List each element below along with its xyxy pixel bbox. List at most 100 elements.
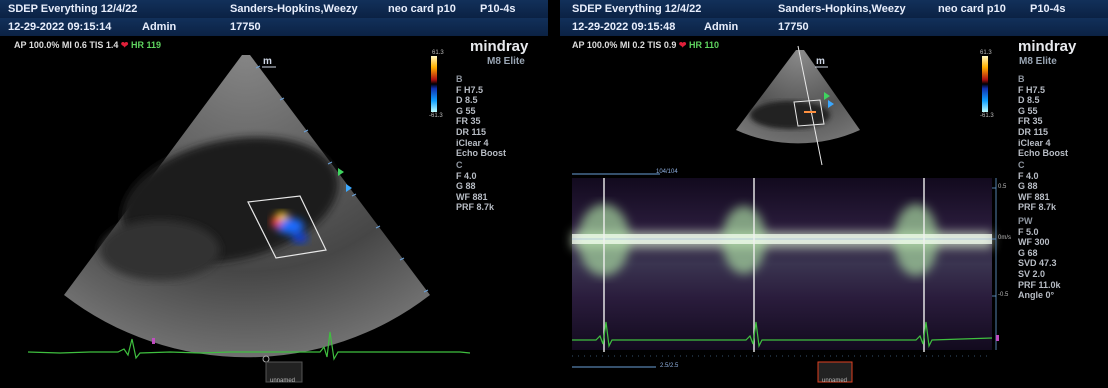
b-param: F H7.5 xyxy=(456,84,484,95)
velocity-colorbar xyxy=(431,56,437,112)
left-probe-label: unnamed xyxy=(270,378,296,384)
patient-name: Sanders-Hopkins,Weezy xyxy=(778,3,906,15)
right-image-panel: SDEP Everything 12/4/22 Sanders-Hopkins,… xyxy=(560,0,1108,388)
orientation-marker-icon: m xyxy=(263,56,272,67)
pw-param: WF 300 xyxy=(1018,237,1050,248)
header-bar-top: SDEP Everything 12/4/22 Sanders-Hopkins,… xyxy=(0,0,548,18)
pw-param: PRF 11.0k xyxy=(1018,279,1061,290)
r-wave-marker xyxy=(996,335,999,341)
c-param: F 4.0 xyxy=(456,170,477,181)
patient-id: 17750 xyxy=(230,21,261,33)
r-wave-marker xyxy=(152,338,155,344)
velocity-scale-zero: 0m/s xyxy=(998,235,1012,241)
c-param: PRF 8.7k xyxy=(456,202,495,213)
acoustic-output-line: AP 100.0% MI 0.2 TIS 0.9 ❤ HR 110 xyxy=(572,40,719,51)
b-param: Echo Boost xyxy=(1018,148,1069,159)
focus-marker-icon xyxy=(824,92,830,100)
pw-mode-params: PW F 5.0 WF 300 G 68 SVD 47.3 SV 2.0 PRF… xyxy=(1018,216,1061,301)
b-param: D 8.5 xyxy=(1018,95,1040,106)
preset-name: neo card p10 xyxy=(938,3,1006,15)
b-mode-params: B F H7.5 D 8.5 G 55 FR 35 DR 115 iClear … xyxy=(1018,74,1068,159)
colorbar-bottom-value: -61.3 xyxy=(980,113,994,119)
colorbar-top-value: 61.3 xyxy=(980,50,992,56)
operator-name: Admin xyxy=(142,21,177,33)
pw-param: Angle 0° xyxy=(1018,290,1055,301)
pw-mode-heading: PW xyxy=(1018,216,1033,226)
velocity-scale-top: 0.5 xyxy=(998,184,1007,190)
b-param: FR 35 xyxy=(1018,116,1043,127)
b-param: iClear 4 xyxy=(456,137,489,148)
pw-param: G 68 xyxy=(1018,247,1038,258)
patient-id: 17750 xyxy=(778,21,809,33)
sweep-top-label: 104/104 xyxy=(656,169,678,175)
orientation-marker-icon: m xyxy=(816,56,825,67)
b-mode-heading: B xyxy=(456,74,463,84)
bottom-cursor-icon xyxy=(262,355,270,363)
b-param: G 55 xyxy=(456,105,476,116)
acoustic-output-line: AP 100.0% MI 0.6 TIS 1.4 ❤ HR 119 xyxy=(14,40,161,51)
sweep-bottom-label: 2.5/2.5 xyxy=(660,363,679,369)
c-param: WF 881 xyxy=(456,191,488,202)
patient-name: Sanders-Hopkins,Weezy xyxy=(230,3,358,15)
heart-rate: HR 119 xyxy=(130,40,161,50)
brand-logo: mindray xyxy=(470,38,529,55)
b-param: FR 35 xyxy=(456,116,481,127)
operator-name: Admin xyxy=(704,21,739,33)
b-param: Echo Boost xyxy=(456,148,507,159)
doppler-cursor-line xyxy=(797,45,823,166)
right-probe-thumbnail xyxy=(817,361,853,383)
b-mode-heading: B xyxy=(1018,74,1025,84)
exam-datetime: 12-29-2022 09:15:48 xyxy=(572,21,676,33)
color-focus-marker-icon xyxy=(828,100,834,108)
colorbar-bottom-value: -61.3 xyxy=(429,113,443,119)
pw-param: SV 2.0 xyxy=(1018,268,1046,279)
color-mode-heading: C xyxy=(1018,160,1025,170)
heart-icon: ❤ xyxy=(120,40,129,50)
right-2d-sector xyxy=(736,50,860,144)
b-param: iClear 4 xyxy=(1018,137,1051,148)
c-param: G 88 xyxy=(1018,181,1038,192)
color-flow-jet xyxy=(271,212,308,243)
velocity-colorbar xyxy=(982,56,988,112)
header-bar-top: SDEP Everything 12/4/22 Sanders-Hopkins,… xyxy=(560,0,1108,18)
preset-name: neo card p10 xyxy=(388,3,456,15)
brand-logo: mindray xyxy=(1018,38,1077,55)
heart-icon: ❤ xyxy=(678,40,687,50)
depth-scale xyxy=(255,65,429,293)
color-mode-heading: C xyxy=(456,160,463,170)
color-mode-params: C F 4.0 G 88 WF 881 PRF 8.7k xyxy=(456,160,494,213)
b-mode-params: B F H7.5 D 8.5 G 55 FR 35 DR 115 iClear … xyxy=(456,74,506,159)
c-param: PRF 8.7k xyxy=(1018,202,1057,213)
left-ultrasound-graphics: m xyxy=(27,55,471,383)
velocity-scale-bottom: -0.5 xyxy=(998,292,1009,298)
b-param: G 55 xyxy=(1018,105,1038,116)
left-image-panel: SDEP Everything 12/4/22 Sanders-Hopkins,… xyxy=(0,0,548,388)
exam-name: SDEP Everything 12/4/22 xyxy=(572,3,702,15)
focus-marker-icon xyxy=(338,168,344,176)
heart-rate: HR 110 xyxy=(688,40,719,50)
b-param: DR 115 xyxy=(456,126,487,137)
model-name: M8 Elite xyxy=(1019,56,1057,67)
acoustic-output-values: AP 100.0% MI 0.6 TIS 1.4 xyxy=(14,40,119,50)
probe-name: P10-4s xyxy=(1030,3,1066,15)
color-focus-marker-icon xyxy=(346,184,352,192)
header-bar-bottom: 12-29-2022 09:15:14 Admin 17750 xyxy=(0,18,548,36)
pw-param: SVD 47.3 xyxy=(1018,258,1057,269)
c-param: G 88 xyxy=(456,181,476,192)
ecg-trace xyxy=(27,331,471,361)
b-param: F H7.5 xyxy=(1018,84,1046,95)
header-bar-bottom: 12-29-2022 09:15:48 Admin 17750 xyxy=(560,18,1108,36)
probe-name: P10-4s xyxy=(480,3,516,15)
exam-datetime: 12-29-2022 09:15:14 xyxy=(8,21,112,33)
b-param: D 8.5 xyxy=(456,95,478,106)
left-probe-thumbnail xyxy=(265,361,303,383)
pw-param: F 5.0 xyxy=(1018,226,1039,237)
c-param: F 4.0 xyxy=(1018,170,1039,181)
color-roi-box xyxy=(247,195,327,259)
ecg-trace xyxy=(572,321,993,349)
colorbar-top-value: 61.3 xyxy=(432,50,444,56)
right-ultrasound-graphics: m xyxy=(572,45,999,383)
exam-name: SDEP Everything 12/4/22 xyxy=(8,3,138,15)
acoustic-output-values: AP 100.0% MI 0.2 TIS 0.9 xyxy=(572,40,677,50)
b-param: DR 115 xyxy=(1018,126,1049,137)
